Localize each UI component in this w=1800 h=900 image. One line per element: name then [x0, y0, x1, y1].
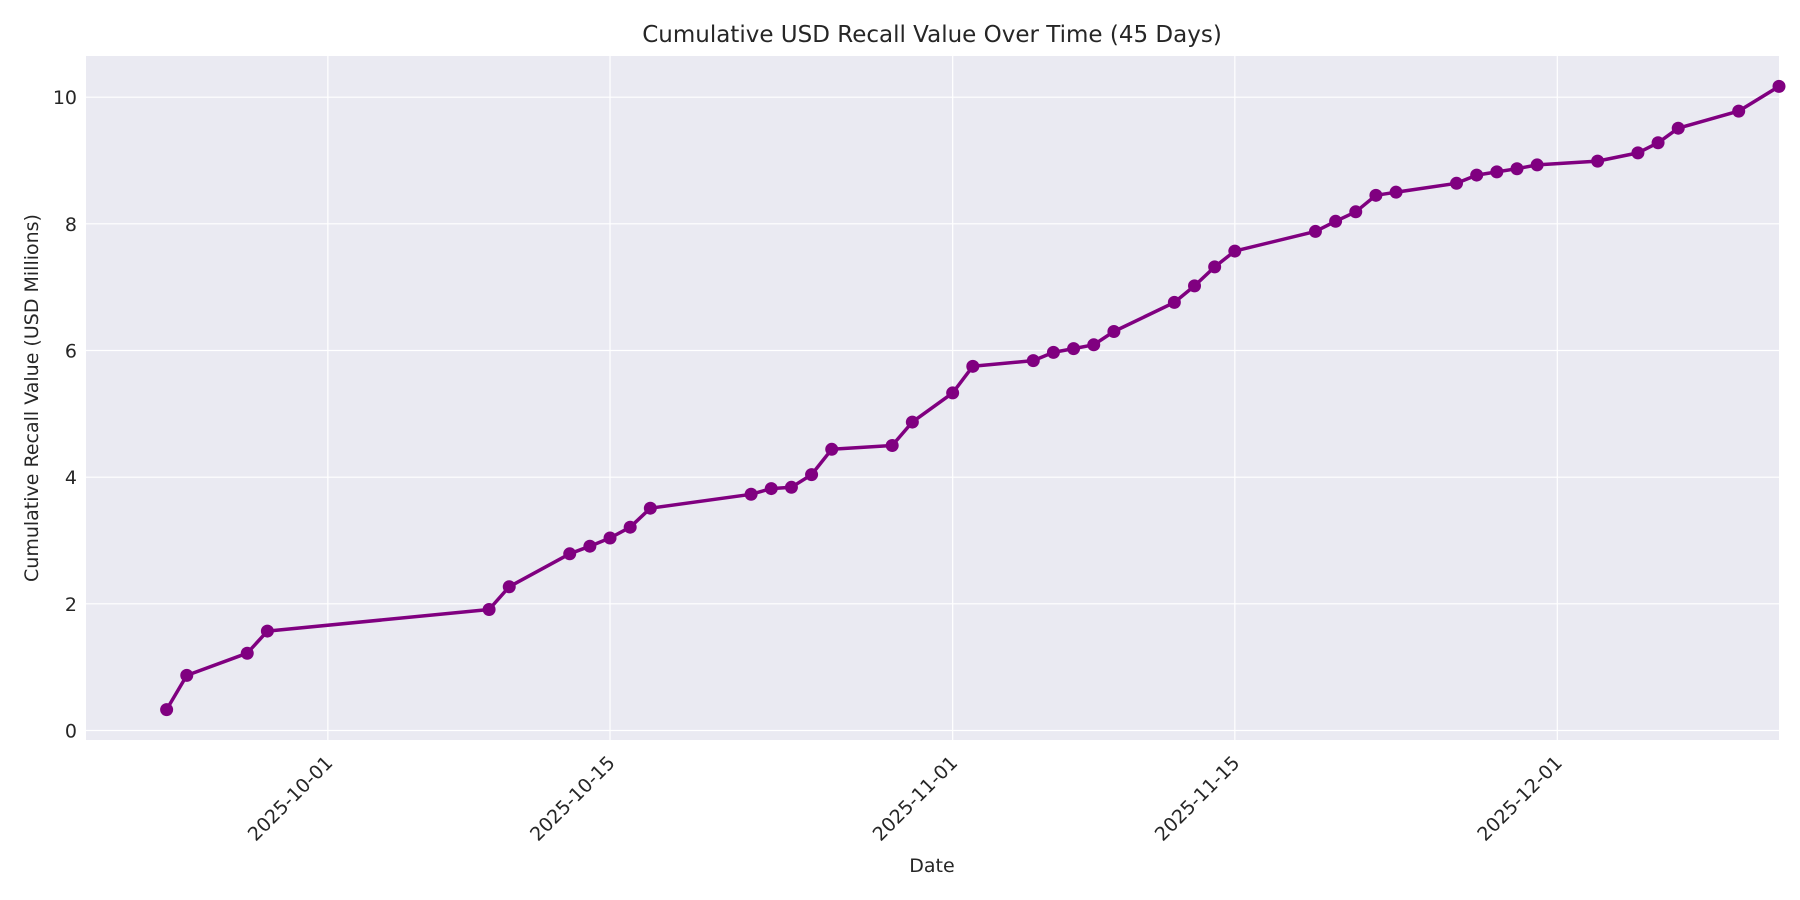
x-tick-label: 2025-10-01 — [244, 752, 338, 846]
data-point — [784, 480, 798, 494]
chart-title: Cumulative USD Recall Value Over Time (4… — [642, 22, 1222, 48]
data-point — [1470, 168, 1484, 182]
data-point — [643, 501, 657, 515]
data-point — [1530, 158, 1544, 172]
data-point — [1389, 185, 1403, 199]
y-tick-label: 2 — [65, 594, 77, 616]
data-point — [1208, 260, 1222, 274]
data-point — [1671, 121, 1685, 135]
y-axis-label: Cumulative Recall Value (USD Millions) — [21, 214, 43, 582]
data-point — [1188, 279, 1202, 293]
data-point — [482, 603, 496, 617]
data-point — [1510, 162, 1524, 176]
data-point — [1651, 136, 1665, 150]
grid — [86, 56, 1779, 740]
x-tick-label: 2025-11-15 — [1151, 752, 1245, 846]
data-point — [1067, 342, 1081, 356]
data-point — [1591, 154, 1605, 168]
plot-area — [86, 56, 1779, 740]
data-point — [623, 520, 637, 534]
x-tick-label: 2025-12-01 — [1473, 752, 1567, 846]
data-point — [1329, 214, 1343, 228]
x-axis-label: Date — [909, 855, 954, 877]
y-tick-label: 8 — [65, 214, 77, 236]
data-point — [1349, 205, 1363, 219]
data-point — [885, 439, 899, 452]
data-point — [502, 580, 516, 594]
data-point — [260, 624, 274, 638]
data-point — [1772, 79, 1786, 93]
x-ticks: 2025-10-01 2025-10-15 2025-11-01 2025-11-15… — [244, 752, 1567, 846]
data-point — [1308, 224, 1322, 238]
x-tick-label: 2025-11-01 — [869, 752, 963, 846]
data-point — [1087, 338, 1101, 352]
data-point — [966, 359, 980, 373]
data-point — [764, 482, 778, 496]
data-point — [1369, 188, 1383, 202]
data-point — [1167, 295, 1181, 309]
data-point — [1026, 354, 1040, 368]
data-point — [1228, 244, 1242, 258]
data-point — [583, 539, 597, 553]
data-point — [744, 487, 758, 501]
series-layer — [160, 79, 1786, 717]
y-tick-label: 6 — [65, 341, 77, 363]
data-point — [1732, 104, 1746, 118]
x-tick-label: 2025-10-15 — [526, 752, 620, 846]
data-point — [825, 442, 839, 456]
data-point — [1450, 176, 1464, 190]
data-point — [240, 646, 254, 660]
data-point — [1631, 146, 1645, 160]
data-point — [1046, 345, 1060, 359]
data-point — [563, 547, 577, 561]
data-point — [180, 668, 194, 682]
data-point — [946, 386, 960, 400]
data-point — [603, 531, 617, 545]
y-tick-label: 10 — [53, 87, 77, 109]
y-tick-label: 0 — [65, 721, 77, 743]
data-point — [805, 468, 819, 482]
data-point — [905, 415, 919, 429]
data-point — [1490, 165, 1504, 179]
data-point — [160, 703, 174, 717]
y-ticks: 0 2 4 6 8 10 — [53, 87, 77, 742]
data-point — [1107, 325, 1121, 338]
y-tick-label: 4 — [65, 467, 77, 489]
